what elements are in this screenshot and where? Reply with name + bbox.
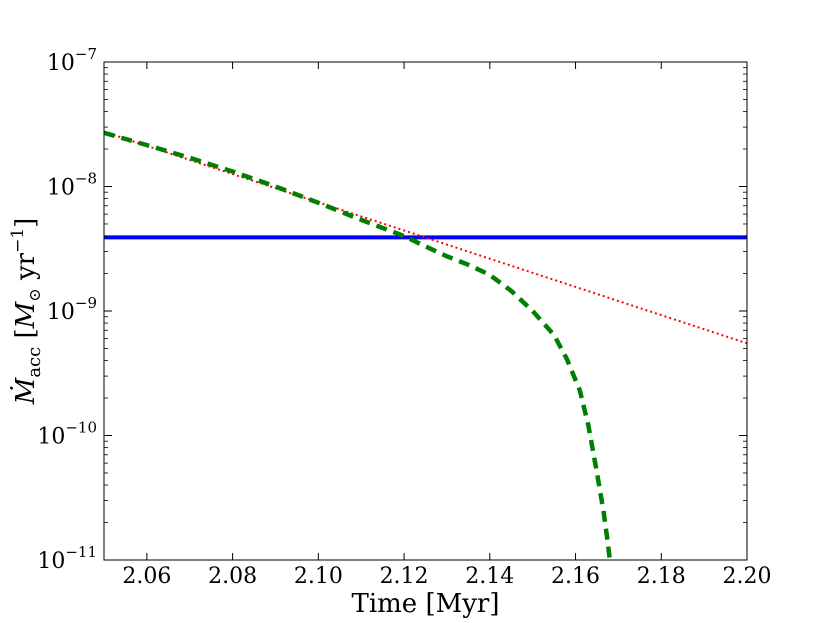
y-label-close: ] xyxy=(11,218,41,228)
y-label-subscript: acc xyxy=(24,347,45,378)
series-layer xyxy=(104,130,747,560)
y-label-unit-rest: yr xyxy=(11,252,41,288)
x-tick-label: 2.20 xyxy=(723,564,772,589)
y-label-unit-subscript: ⊙ xyxy=(25,288,44,301)
x-tick-label: 2.08 xyxy=(208,564,257,589)
x-tick-label: 2.06 xyxy=(122,564,171,589)
y-tick-label: 10−11 xyxy=(37,543,97,574)
ticks-layer: 2.06 2.08 2.10 2.12 2.14 2.16 2.18 2.20 10−7 10−8… xyxy=(37,45,771,589)
series-simulated-rate xyxy=(104,130,613,560)
x-tick-label: 2.18 xyxy=(637,564,686,589)
svg-text:Ṁacc [M⊙ yr−1]: Ṁacc [M⊙ yr−1] xyxy=(8,218,45,406)
plot-background xyxy=(104,62,747,560)
x-tick-label: 2.10 xyxy=(294,564,343,589)
x-tick-label: 2.16 xyxy=(551,564,600,589)
y-tick-label: 10−7 xyxy=(47,45,97,76)
y-label-unit-symbol: M xyxy=(11,300,41,329)
y-label-symbol: Ṁ xyxy=(10,376,41,405)
y-axis-label: Ṁacc [M⊙ yr−1] xyxy=(8,218,45,406)
x-axis-label: Time [Myr] xyxy=(352,589,500,619)
y-tick-label: 10−10 xyxy=(37,419,97,450)
y-label-exponent: −1 xyxy=(8,228,28,253)
x-tick-label: 2.12 xyxy=(380,564,429,589)
x-tick-label: 2.14 xyxy=(465,564,514,589)
y-tick-label: 10−9 xyxy=(47,294,97,325)
y-tick-label: 10−8 xyxy=(47,170,97,201)
y-label-open: [ xyxy=(11,328,41,346)
